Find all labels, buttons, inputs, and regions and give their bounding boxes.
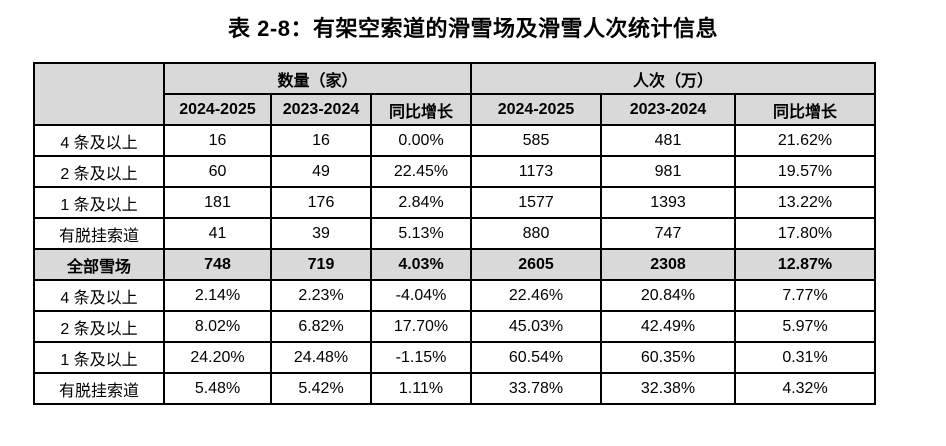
column-header: 同比增长 [370, 93, 472, 126]
row-label: 2 条及以上 [33, 155, 165, 188]
table-cell: 20.84% [600, 279, 736, 312]
table-cell: 748 [163, 248, 272, 281]
table-cell: 5.13% [370, 217, 472, 250]
table-cell: -1.15% [370, 341, 472, 374]
table-cell: 719 [270, 248, 372, 281]
table-cell: 41 [163, 217, 272, 250]
table-cell: 4.32% [734, 372, 876, 405]
table-row: 2 条及以上 60 49 22.45% 1173 981 19.57% [33, 155, 876, 188]
table-row: 1 条及以上 24.20% 24.48% -1.15% 60.54% 60.35… [33, 341, 876, 374]
table-cell: 42.49% [600, 310, 736, 343]
table-cell: 1173 [470, 155, 602, 188]
table-cell: 4.03% [370, 248, 472, 281]
table-cell: 2.23% [270, 279, 372, 312]
table-cell: 33.78% [470, 372, 602, 405]
table-cell: 32.38% [600, 372, 736, 405]
table-cell: 49 [270, 155, 372, 188]
row-label: 4 条及以上 [33, 279, 165, 312]
page-title: 表 2-8：有架空索道的滑雪场及滑雪人次统计信息 [228, 16, 718, 41]
table-row: 有脱挂索道 41 39 5.13% 880 747 17.80% [33, 217, 876, 250]
table-cell: 39 [270, 217, 372, 250]
table-cell: 22.45% [370, 155, 472, 188]
table-cell: 17.80% [734, 217, 876, 250]
column-header: 同比增长 [734, 93, 876, 126]
table-cell: 1577 [470, 186, 602, 219]
column-header: 2023-2024 [270, 93, 372, 126]
table-cell: 1.11% [370, 372, 472, 405]
table-row: 有脱挂索道 5.48% 5.42% 1.11% 33.78% 32.38% 4.… [33, 372, 876, 405]
table-cell: 60.35% [600, 341, 736, 374]
table-cell: 181 [163, 186, 272, 219]
row-label: 4 条及以上 [33, 124, 165, 157]
table-cell: 5.42% [270, 372, 372, 405]
table-cell: 981 [600, 155, 736, 188]
table-row: 1 条及以上 181 176 2.84% 1577 1393 13.22% [33, 186, 876, 219]
table-row: 4 条及以上 2.14% 2.23% -4.04% 22.46% 20.84% … [33, 279, 876, 312]
table-cell: 60.54% [470, 341, 602, 374]
group-header-quantity: 数量（家） [163, 62, 472, 95]
stats-table: 数量（家） 人次（万） 2024-2025 2023-2024 同比增长 202… [33, 62, 876, 405]
table-cell: 2.14% [163, 279, 272, 312]
table-cell: 585 [470, 124, 602, 157]
table-cell: 0.00% [370, 124, 472, 157]
table-cell: 13.22% [734, 186, 876, 219]
table-cell: 6.82% [270, 310, 372, 343]
row-label: 有脱挂索道 [33, 217, 165, 250]
table-row-summary: 全部雪场 748 719 4.03% 2605 2308 12.87% [33, 248, 876, 281]
table-cell: 481 [600, 124, 736, 157]
table-cell: 16 [270, 124, 372, 157]
table-cell: 5.48% [163, 372, 272, 405]
table-cell: 8.02% [163, 310, 272, 343]
row-label: 全部雪场 [33, 248, 165, 281]
table-cell: 2308 [600, 248, 736, 281]
column-header: 2024-2025 [163, 93, 272, 126]
column-header: 2024-2025 [470, 93, 602, 126]
table-row: 4 条及以上 16 16 0.00% 585 481 21.62% [33, 124, 876, 157]
group-header-row: 数量（家） 人次（万） [33, 62, 876, 126]
corner-cell [33, 62, 165, 126]
table-cell: 5.97% [734, 310, 876, 343]
table-cell: 21.62% [734, 124, 876, 157]
table-cell: 12.87% [734, 248, 876, 281]
table-cell: 16 [163, 124, 272, 157]
table-cell: 17.70% [370, 310, 472, 343]
table-cell: 2.84% [370, 186, 472, 219]
table-cell: 880 [470, 217, 602, 250]
table-cell: 45.03% [470, 310, 602, 343]
table-cell: 24.48% [270, 341, 372, 374]
table-cell: 22.46% [470, 279, 602, 312]
group-header-visits: 人次（万） [470, 62, 876, 95]
table-row: 2 条及以上 8.02% 6.82% 17.70% 45.03% 42.49% … [33, 310, 876, 343]
row-label: 1 条及以上 [33, 186, 165, 219]
row-label: 1 条及以上 [33, 341, 165, 374]
table-cell: 747 [600, 217, 736, 250]
table-cell: 60 [163, 155, 272, 188]
column-header-row: 2024-2025 2023-2024 同比增长 2024-2025 2023-… [34, 93, 876, 126]
table-cell: 176 [270, 186, 372, 219]
row-label: 2 条及以上 [33, 310, 165, 343]
table-cell: 0.31% [734, 341, 876, 374]
table-cell: 2605 [470, 248, 602, 281]
table-cell: 24.20% [163, 341, 272, 374]
column-header: 2023-2024 [600, 93, 736, 126]
row-label: 有脱挂索道 [33, 372, 165, 405]
table-cell: 7.77% [734, 279, 876, 312]
table-cell: 1393 [600, 186, 736, 219]
table-cell: -4.04% [370, 279, 472, 312]
table-cell: 19.57% [734, 155, 876, 188]
